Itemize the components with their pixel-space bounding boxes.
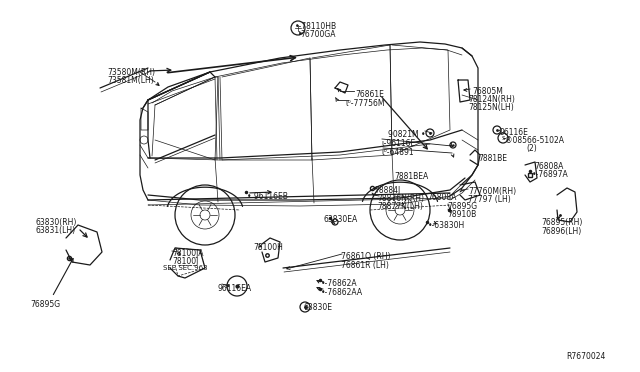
Text: 78876N(RH): 78876N(RH) bbox=[377, 194, 424, 203]
Text: S: S bbox=[501, 135, 505, 141]
Text: 78877N(LH): 78877N(LH) bbox=[377, 202, 423, 211]
Text: 90821M •: 90821M • bbox=[388, 130, 426, 139]
Text: 76861R (LH): 76861R (LH) bbox=[341, 261, 389, 270]
Text: 96116EA: 96116EA bbox=[218, 284, 252, 293]
Text: 76896(LH): 76896(LH) bbox=[541, 227, 581, 236]
Text: 77797 (LH): 77797 (LH) bbox=[468, 195, 511, 204]
Text: (2): (2) bbox=[526, 144, 537, 153]
Text: •-76862A: •-76862A bbox=[321, 279, 358, 288]
Text: 7881BE: 7881BE bbox=[478, 154, 507, 163]
Text: 78910B: 78910B bbox=[447, 210, 476, 219]
Text: 63830(RH): 63830(RH) bbox=[36, 218, 77, 227]
Text: 76861E: 76861E bbox=[355, 90, 384, 99]
Text: 76895G: 76895G bbox=[447, 202, 477, 211]
Text: 73580M(RH): 73580M(RH) bbox=[107, 68, 155, 77]
Text: 63830E: 63830E bbox=[303, 303, 332, 312]
Text: 96116E: 96116E bbox=[500, 128, 529, 137]
Text: 76700GA: 76700GA bbox=[300, 30, 335, 39]
Text: 76895G: 76895G bbox=[30, 300, 60, 309]
Text: ι⁰-77756M: ι⁰-77756M bbox=[345, 99, 385, 108]
Text: ι-96116E: ι-96116E bbox=[381, 139, 415, 148]
Text: SEE SEC.963: SEE SEC.963 bbox=[163, 265, 207, 271]
Text: 76808A: 76808A bbox=[427, 193, 456, 202]
Text: 76861Q (RH): 76861Q (RH) bbox=[341, 252, 390, 261]
Text: 78124N(RH): 78124N(RH) bbox=[468, 95, 515, 104]
Text: 78125N(LH): 78125N(LH) bbox=[468, 103, 514, 112]
Text: 78100H: 78100H bbox=[253, 243, 283, 252]
Text: 76805M: 76805M bbox=[472, 87, 503, 96]
Text: 78100JA: 78100JA bbox=[172, 249, 204, 258]
Text: 73581M(LH): 73581M(LH) bbox=[107, 76, 154, 85]
Text: •-76862AA: •-76862AA bbox=[321, 288, 363, 297]
Text: •-63830H: •-63830H bbox=[428, 221, 465, 230]
Text: 76895(RH): 76895(RH) bbox=[541, 218, 582, 227]
Text: ι⁰-64891: ι⁰-64891 bbox=[381, 148, 413, 157]
Text: •-76897A: •-76897A bbox=[532, 170, 569, 179]
Text: 78100J: 78100J bbox=[172, 257, 198, 266]
Text: ®08566-5102A: ®08566-5102A bbox=[505, 136, 564, 145]
Text: 63831(LH): 63831(LH) bbox=[36, 226, 76, 235]
Text: •-78110HB: •-78110HB bbox=[295, 22, 337, 31]
Text: • 96116EB: • 96116EB bbox=[247, 192, 288, 201]
Text: 77760M(RH): 77760M(RH) bbox=[468, 187, 516, 196]
Text: 76808A: 76808A bbox=[534, 162, 563, 171]
Text: 78884J: 78884J bbox=[374, 186, 400, 195]
Text: 7881BEA: 7881BEA bbox=[394, 172, 428, 181]
Text: 63830EA: 63830EA bbox=[324, 215, 358, 224]
Text: R7670024: R7670024 bbox=[566, 352, 605, 361]
